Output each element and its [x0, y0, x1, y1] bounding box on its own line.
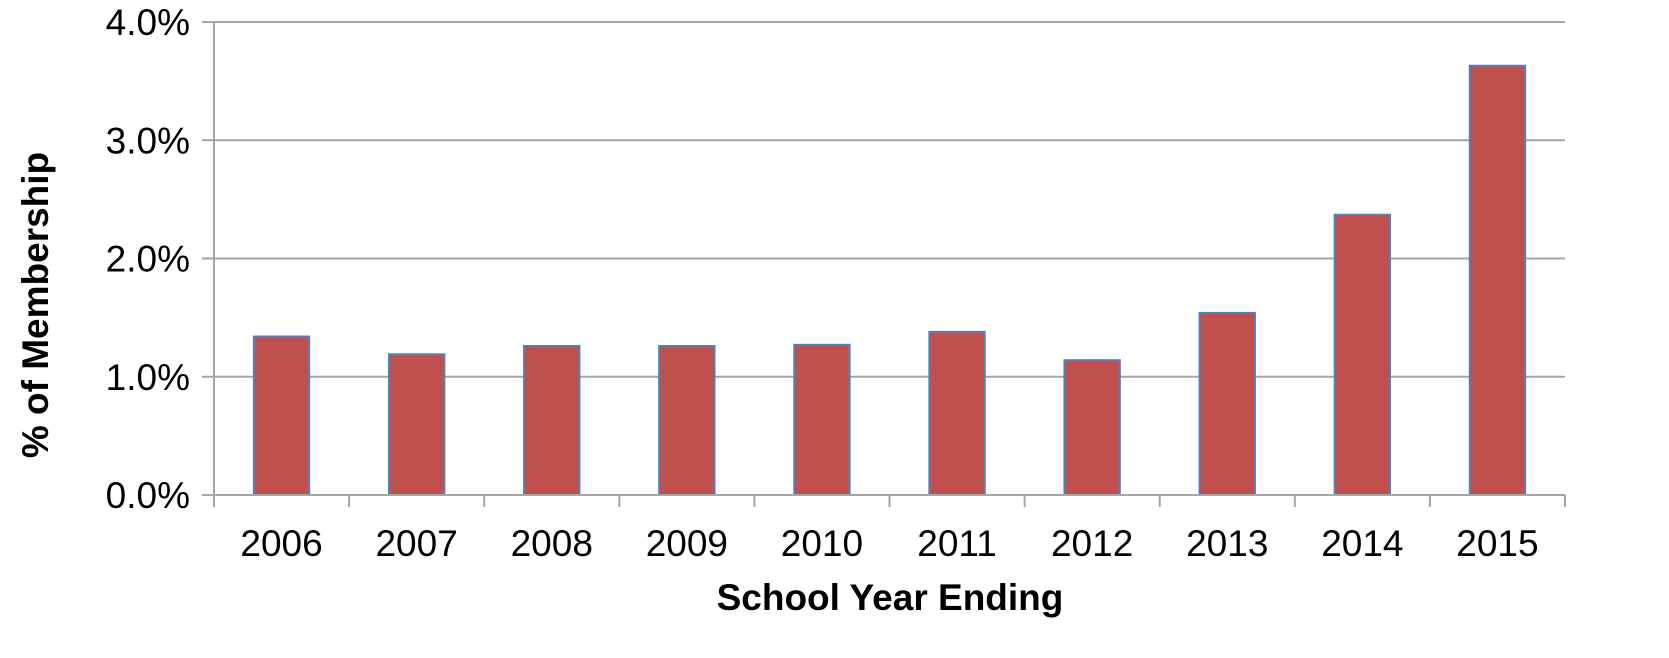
y-tick-label: 1.0% — [106, 357, 190, 398]
bar-2009 — [658, 345, 716, 496]
x-tick-label: 2014 — [1321, 523, 1403, 564]
bar-2010 — [793, 343, 851, 497]
x-tick-label: 2009 — [646, 523, 728, 564]
y-axis-title: % of Membership — [15, 152, 56, 458]
bar-2012 — [1063, 359, 1121, 496]
bar-2007 — [387, 353, 446, 496]
bar-2008 — [523, 345, 581, 496]
y-tick-label: 0.0% — [106, 475, 190, 516]
y-tick-label: 2.0% — [106, 239, 190, 280]
axes — [202, 21, 1566, 507]
x-tick-label: 2008 — [511, 523, 593, 564]
x-tick-label: 2015 — [1456, 523, 1538, 564]
x-axis-title: School Year Ending — [717, 577, 1064, 618]
bar-2015 — [1468, 64, 1527, 496]
x-tick-label: 2006 — [240, 523, 322, 564]
x-tick-label: 2013 — [1186, 523, 1268, 564]
y-tick-label: 4.0% — [106, 2, 190, 43]
x-tick-label: 2007 — [375, 523, 457, 564]
x-tick-label: 2010 — [781, 523, 863, 564]
x-tick-label: 2011 — [917, 523, 997, 564]
bar-2011 — [928, 330, 986, 496]
y-tick-label: 3.0% — [106, 120, 190, 161]
bar-2013 — [1198, 311, 1256, 496]
bars — [252, 64, 1527, 497]
bar-2006 — [252, 335, 311, 497]
x-tick-label: 2012 — [1051, 523, 1133, 564]
tick-labels: 0.0% 1.0% 2.0% 3.0% 4.0% 2006 2007 2008 2009 2010… — [106, 2, 1539, 564]
bar-2014 — [1333, 213, 1392, 496]
